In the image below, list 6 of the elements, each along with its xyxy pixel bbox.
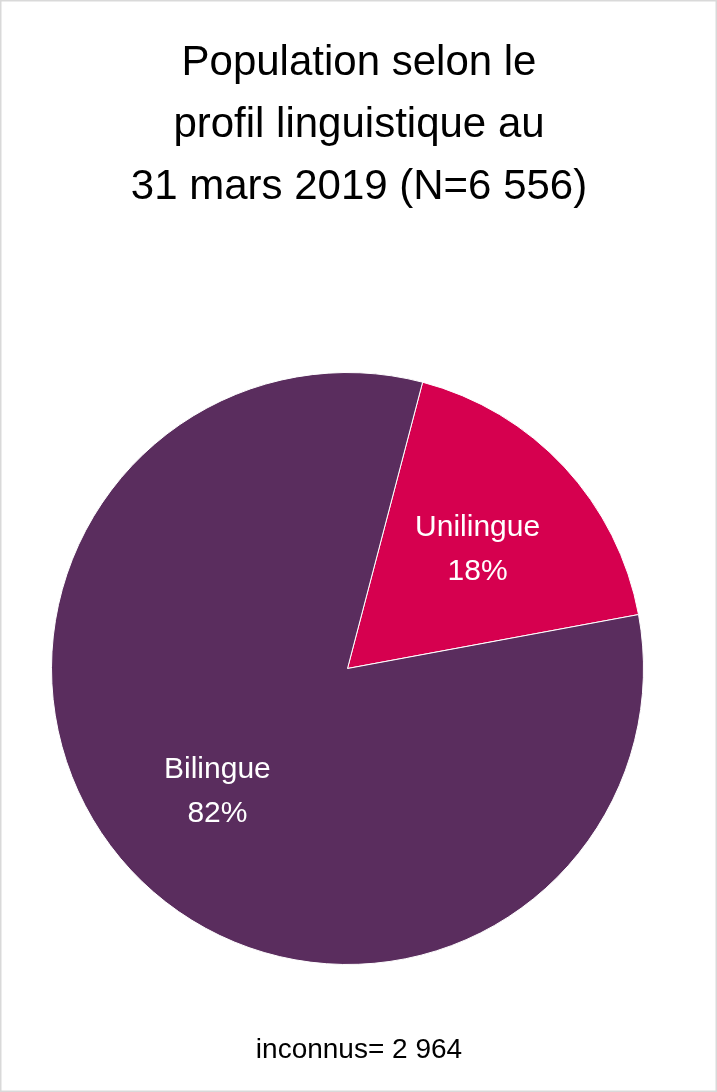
slice-label: Unilingue: [415, 509, 541, 543]
data-label: 18%: [447, 553, 508, 587]
text: inconnus= 2 964: [255, 1033, 463, 1064]
chart-title: Population selon le profil linguistique au 31 mars 2019 (N=6 556): [130, 37, 588, 208]
data-label: 82%: [187, 794, 248, 828]
slice-label: Bilingue: [164, 750, 271, 784]
